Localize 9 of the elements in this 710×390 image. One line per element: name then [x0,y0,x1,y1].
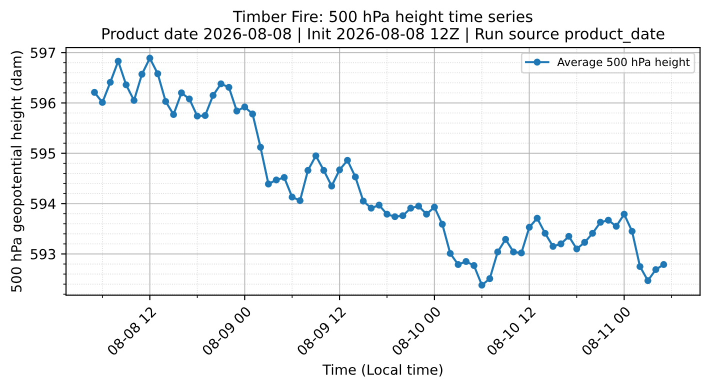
y-tick-label: 597 [30,48,56,58]
x-axis-title: Time (Local time) [322,364,442,377]
y-axis-title: 500 hPa geopotential height (dam) [10,51,24,292]
y-tick-label: 596 [30,98,56,108]
chart-title: Timber Fire: 500 hPa height time series Product date 2026-08-08 | Init 2026-08-08 12Z | Run source product_date [102,10,664,43]
y-tick-label: 594 [30,198,56,210]
y-tick-label: 593 [30,248,56,260]
y-tick-label: 595 [30,148,56,159]
legend-label: Average 500 hPa height [557,58,690,68]
